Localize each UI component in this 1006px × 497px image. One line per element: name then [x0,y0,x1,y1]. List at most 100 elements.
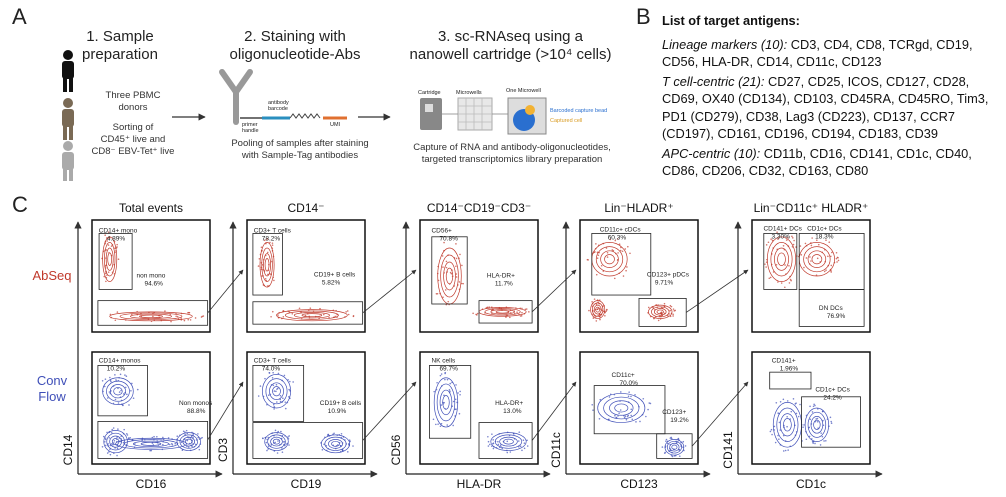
contour [774,247,789,271]
event-dot [792,398,795,400]
donor-icons [62,50,74,181]
event-dot [770,428,773,431]
gate-arrow [207,269,244,314]
step-title-line: 2. Staining with [244,28,346,45]
event-dot [671,455,674,458]
event-dot [446,424,449,426]
event-dot [665,438,668,441]
event-dot [622,275,625,277]
event-dot [619,391,622,393]
gate-name: CD141+ DCs [763,225,802,232]
event-dot [595,303,598,306]
event-dot [445,260,448,263]
event-dot [472,312,474,315]
contour [113,387,123,396]
gate-percent: 4.89% [107,236,126,243]
y-axis-label: CD11c [549,432,563,468]
event-dot [817,243,820,246]
event-dot [201,436,203,439]
diagram-label: antibody barcode [268,100,289,112]
event-dot [816,257,819,260]
event-dot [279,394,282,397]
event-dot [669,309,671,312]
contour [783,418,792,432]
event-dot [809,256,811,258]
event-dot [274,429,277,432]
event-dot [180,441,183,444]
gate-percent: 11.7% [495,281,513,288]
step-title-line: preparation [82,46,158,63]
event-dot [449,382,452,385]
contour [331,440,340,447]
event-dot [790,279,792,282]
event-dot [273,405,276,408]
gate [798,289,865,327]
event-dot [131,382,133,385]
event-dot [264,278,267,280]
contour [185,438,193,445]
contour [119,312,183,321]
contour [264,432,289,451]
event-dot [104,437,107,439]
gate-name: CD56+ [431,228,452,235]
contour [107,252,113,266]
event-dot [765,266,767,268]
event-dot [606,308,608,311]
event-dot [149,449,151,452]
event-dot [805,257,808,259]
contour [259,242,275,288]
event-dot [319,307,321,310]
antigen-group: APC-centric (10): CD11b, CD16, CD141, CD… [662,145,998,180]
event-dot [784,286,786,289]
y-axis-label: CD14 [61,434,75,465]
event-dot [625,269,627,272]
event-dot [682,440,685,443]
event-dot [682,446,684,449]
event-dot [130,389,132,392]
event-dot [116,447,119,450]
gate-name: non mono [136,273,165,280]
event-dot [788,264,790,267]
event-dot [597,314,599,317]
contour [445,267,454,285]
event-dot [627,395,630,398]
event-dot [595,273,598,276]
event-dot [487,435,489,438]
plot-title: CD14⁻CD19⁻CD3⁻ [427,201,531,215]
event-dot [630,395,632,398]
contour [804,407,830,442]
event-dot [614,239,617,242]
x-axis-label: CD123 [620,477,658,491]
event-dot [791,237,794,239]
event-dot [273,279,275,282]
contour [269,382,284,400]
event-dot [621,250,624,253]
event-dot [264,377,266,380]
event-dot [647,306,650,309]
event-dot [635,421,637,423]
event-dot [110,431,113,434]
event-dot [129,436,132,439]
gate-name: CD19+ B cells [314,271,356,278]
event-dot [440,373,443,375]
event-dot [461,264,463,267]
contour [139,314,163,318]
event-dot [273,390,276,392]
event-dot [777,434,779,437]
event-dot [164,310,166,312]
panel-label: A [12,4,27,29]
event-dot [784,449,787,452]
gate-name: CD11c+ cDCs [600,227,642,234]
contour [105,247,114,271]
event-dot [449,390,451,393]
contour [603,396,640,420]
event-dot [287,436,289,438]
event-dot [476,314,478,316]
event-dot [194,317,197,319]
event-dot [260,246,263,249]
event-dot [275,390,277,393]
event-dot [489,443,491,446]
contour [324,436,347,451]
event-dot [804,242,807,245]
event-dot [192,433,194,436]
